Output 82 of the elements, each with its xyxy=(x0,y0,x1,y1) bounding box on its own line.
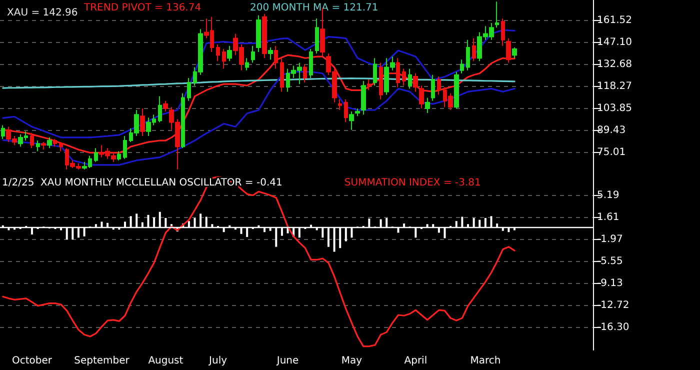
text: XAU = 142.96 xyxy=(7,8,78,18)
candlestick xyxy=(506,38,511,64)
candlestick xyxy=(344,98,348,123)
y-tick-label: -9.13 xyxy=(597,278,623,289)
y-tick-label: 118.27 xyxy=(597,81,632,92)
candlestick xyxy=(140,108,145,136)
text: SUMMATION INDEX = -3.81 xyxy=(344,178,481,188)
y-tick-label: -1.97 xyxy=(597,234,623,245)
line-series xyxy=(2,77,516,89)
candlestick xyxy=(315,18,319,54)
candlestick xyxy=(59,142,63,152)
candlestick xyxy=(30,132,34,149)
x-tick-label: July xyxy=(208,356,228,366)
y-tick-label: 1.61 xyxy=(597,212,620,223)
y-tick-label: 132.68 xyxy=(597,59,632,70)
y-tick-label: 89.43 xyxy=(597,125,626,136)
candlestick xyxy=(466,39,470,71)
y-tick-label: -16.30 xyxy=(597,322,630,333)
y-tick-label: 5.19 xyxy=(597,190,620,201)
candlestick xyxy=(280,58,284,92)
text: TREND PIVOT = 136.74 xyxy=(83,2,202,14)
x-tick-label: May xyxy=(341,356,362,366)
candlestick xyxy=(367,78,371,91)
candlestick xyxy=(274,45,278,70)
candlestick xyxy=(1,124,5,140)
candlestick xyxy=(425,97,430,114)
candlestick xyxy=(303,64,307,84)
line-series xyxy=(2,29,516,138)
y-tick-label: 147.10 xyxy=(597,37,632,48)
y-tick-label: 103.85 xyxy=(597,103,632,114)
candlestick xyxy=(402,68,406,86)
line-series xyxy=(2,71,516,166)
candlestick xyxy=(36,140,40,152)
candlestick xyxy=(187,77,191,102)
candlestick xyxy=(163,100,168,112)
line-series xyxy=(2,54,516,154)
candlestick xyxy=(251,45,255,64)
candlestick xyxy=(158,96,162,123)
x-tick-label: October xyxy=(12,356,53,366)
candlestick xyxy=(373,58,377,86)
candlestick xyxy=(349,111,354,130)
candlestick xyxy=(227,45,232,62)
candlestick xyxy=(396,58,400,88)
candlestick xyxy=(419,85,424,109)
candlestick xyxy=(216,44,220,62)
candlestick xyxy=(117,150,121,161)
y-tick-label: -5.55 xyxy=(597,256,623,267)
candlestick xyxy=(41,142,46,150)
y-tick-label: 161.52 xyxy=(597,15,632,26)
candlestick xyxy=(413,72,418,92)
candlestick xyxy=(53,138,57,148)
candlestick xyxy=(309,48,313,78)
candlestick xyxy=(94,148,98,162)
candlestick xyxy=(408,68,412,90)
candlestick xyxy=(379,62,383,100)
y-tick-label: 75.01 xyxy=(597,147,626,158)
candlestick xyxy=(262,13,267,59)
x-tick-label: March xyxy=(470,356,501,366)
x-tick-label: June xyxy=(276,356,299,366)
candlestick xyxy=(256,14,261,53)
candlestick xyxy=(123,135,127,160)
candlestick xyxy=(181,92,185,149)
candlestick xyxy=(460,59,464,74)
x-tick-label: April xyxy=(404,356,428,366)
candlestick xyxy=(245,58,249,71)
y-tick-label: -12.72 xyxy=(597,300,630,311)
candlestick xyxy=(361,80,366,116)
candlestick xyxy=(47,136,52,149)
line-series xyxy=(2,176,516,348)
candlestick xyxy=(268,46,273,60)
candlestick xyxy=(338,98,342,111)
candlestick xyxy=(431,74,435,102)
candlestick xyxy=(472,38,476,62)
candlestick xyxy=(501,18,505,46)
x-tick-label: September xyxy=(74,356,130,366)
candlestick xyxy=(512,46,517,59)
x-tick-label: August xyxy=(148,356,184,366)
candlestick xyxy=(222,48,226,70)
candlestick xyxy=(355,108,360,117)
candlestick xyxy=(437,76,441,96)
candlestick xyxy=(454,71,459,109)
candlestick xyxy=(495,1,499,28)
